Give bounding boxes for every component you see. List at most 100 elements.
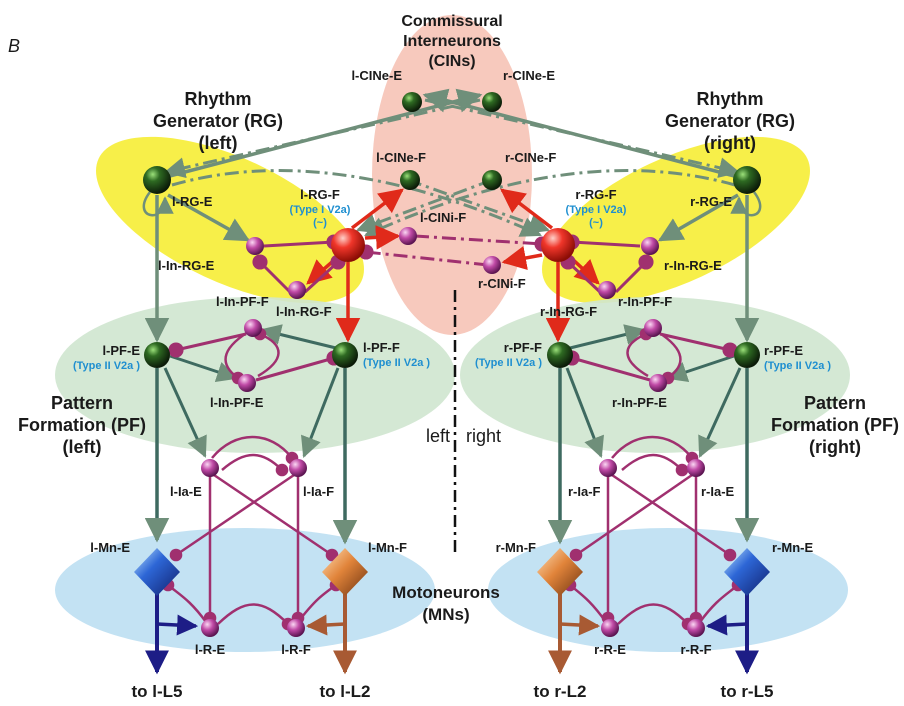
l-mn-e-neuron	[134, 548, 180, 596]
r-ia-f-to-r-mn-e	[611, 473, 737, 562]
l-ia-e-neuron	[201, 459, 219, 477]
l-ia-e-to-l-mn-f	[213, 473, 339, 562]
r-pf-f-type: (Type II V2a )	[475, 357, 542, 369]
l-ia-mutual-arc-2	[221, 453, 289, 477]
r-in-rg-e-label: r-In-RG-E	[664, 258, 722, 273]
panel-label: B	[8, 36, 20, 56]
r-ia-e-to-r-mn-f	[569, 473, 693, 562]
l-rg-e-to-r-rg-f-dash	[171, 169, 542, 237]
r-pf-f-to-r-ia-f	[565, 367, 604, 458]
l-pf-e-label: l-PF-E	[102, 343, 140, 358]
rg-right-title-line2: Generator (RG)	[665, 111, 795, 131]
r-rg-f-to-r-cini-f	[501, 245, 543, 271]
r-r-e-to-r-mn-e	[698, 578, 745, 623]
l-in-pf-f-label: l-In-PF-F	[216, 294, 269, 309]
l-mn-e-to-l-r-e	[156, 614, 199, 636]
l-rg-e-self-loop	[142, 191, 174, 217]
r-pf-e-label: r-PF-E	[764, 343, 803, 358]
rg-left-title-line1: Rhythm	[185, 89, 252, 109]
mn-title-line2: (MNs)	[422, 605, 469, 624]
rg-right-title-line3: (right)	[704, 133, 756, 153]
output-r-l5: to r-L5	[721, 682, 774, 701]
r-cine-f-label: r-CINe-F	[505, 150, 556, 165]
l-rg-f-to-l-cini-f	[364, 225, 401, 250]
output-r-l2: to r-L2	[534, 682, 587, 701]
l-mn-f-neuron	[322, 548, 368, 596]
l-rg-f-type-2: (~)	[313, 217, 327, 229]
l-ia-mutual-arc	[211, 435, 299, 465]
r-rg-e-neuron	[733, 166, 761, 194]
l-in-pf-e-to-l-pf-f	[255, 350, 342, 382]
l-r-e-to-l-mn-e	[161, 578, 208, 623]
r-in-rg-e-to-r-rg-f	[564, 234, 641, 250]
l-pf-e-to-l-ia-e	[163, 367, 207, 458]
l-r-e-label: l-R-E	[195, 642, 226, 657]
r-ia-e-label: r-Ia-E	[701, 484, 735, 499]
l-mn-f-to-l-r-f	[305, 614, 346, 636]
l-mn-f-label: l-Mn-F	[368, 540, 407, 555]
pf-right-title-line3: (right)	[809, 437, 861, 457]
r-mn-e-to-r-r-f	[705, 614, 748, 636]
l-pf-f-to-l-in-pf-f	[259, 324, 337, 350]
r-pf-f-neuron	[547, 342, 573, 368]
pf-right-title-line1: Pattern	[804, 393, 866, 413]
r-rg-e-to-l-rg-f-dash	[364, 169, 736, 237]
l-r-f-neuron	[287, 619, 305, 637]
l-pf-e-to-l-in-pf-e	[169, 354, 238, 382]
l-in-rg-f-neuron	[288, 281, 306, 299]
r-in-rg-f-from-r-rg-f	[560, 254, 602, 294]
r-in-rg-f-to-r-rg-e	[614, 254, 654, 294]
r-rg-e-label: r-RG-E	[690, 194, 732, 209]
r-mn-e-label: r-Mn-E	[772, 540, 813, 555]
mn-title-line1: Motoneurons	[392, 583, 500, 602]
l-in-pf-loop-b	[253, 327, 280, 378]
l-in-rg-f-label: l-In-RG-F	[276, 304, 332, 319]
r-in-pf-loop-b	[626, 327, 653, 378]
l-in-rg-f-to-l-rg-e	[252, 254, 292, 294]
cin-title-line1: Commissural	[401, 13, 502, 30]
l-in-rg-e-neuron	[246, 237, 264, 255]
r-r-mutual	[617, 603, 695, 631]
l-ia-f-neuron	[289, 459, 307, 477]
l-in-pf-f-neuron	[244, 319, 262, 337]
r-pf-f-label: r-PF-F	[504, 340, 542, 355]
l-cine-f-label: l-CINe-F	[376, 150, 426, 165]
l-rg-f-neuron	[331, 228, 365, 262]
l-mn-e-label: l-Mn-E	[90, 540, 130, 555]
l-cini-f-to-r-rg-f	[414, 234, 550, 252]
l-pf-f-label: l-PF-F	[363, 340, 400, 355]
r-ia-f-neuron	[599, 459, 617, 477]
r-rg-f-to-r-cine-f	[500, 188, 554, 230]
r-r-f-label: r-R-F	[680, 642, 711, 657]
l-rg-f-to-l-cine-f	[350, 188, 404, 230]
labels: B Commissural Interneurons (CINs) Rhythm…	[8, 13, 899, 701]
r-in-rg-f-neuron	[598, 281, 616, 299]
l-pf-f-to-l-ia-f	[301, 367, 340, 458]
pf-right-title-line2: Formation (PF)	[771, 415, 899, 435]
r-cine-e-neuron	[482, 92, 502, 112]
r-r-f-to-r-mn-f	[563, 578, 608, 623]
r-in-pf-f-to-r-pf-e	[659, 332, 738, 358]
l-rg-f-type-1: (Type I V2a)	[290, 204, 351, 216]
r-cine-e-label: r-CINe-E	[503, 68, 555, 83]
r-in-pf-e-label: r-In-PF-E	[612, 395, 667, 410]
l-rg-e-label: l-RG-E	[172, 194, 213, 209]
l-r-f-to-l-mn-f	[297, 578, 343, 623]
l-pf-e-neuron	[144, 342, 170, 368]
l-cine-f-to-r-rg-f	[407, 178, 550, 234]
l-ia-f-to-l-mn-e	[169, 473, 295, 562]
cin-title-line3: (CINs)	[428, 53, 475, 70]
l-in-rg-f-from-l-rg-f	[303, 254, 346, 294]
r-rg-e-self-loop	[730, 191, 762, 217]
r-rg-f-type-1: (Type I V2a)	[566, 204, 627, 216]
r-ia-mutual-arc	[611, 435, 699, 465]
r-pf-e-to-r-in-pf-e	[666, 354, 735, 382]
r-in-pf-e-neuron	[649, 374, 667, 392]
l-ia-e-label: l-Ia-E	[170, 484, 202, 499]
l-r-mutual	[217, 603, 295, 631]
r-rg-f-type-2: (~)	[589, 217, 603, 229]
r-in-rg-f-label: r-In-RG-F	[540, 304, 597, 319]
r-in-pf-e-to-r-pf-f	[564, 350, 651, 382]
r-pf-f-to-r-in-pf-f	[569, 324, 647, 350]
l-cine-e-label: l-CINe-E	[351, 68, 402, 83]
